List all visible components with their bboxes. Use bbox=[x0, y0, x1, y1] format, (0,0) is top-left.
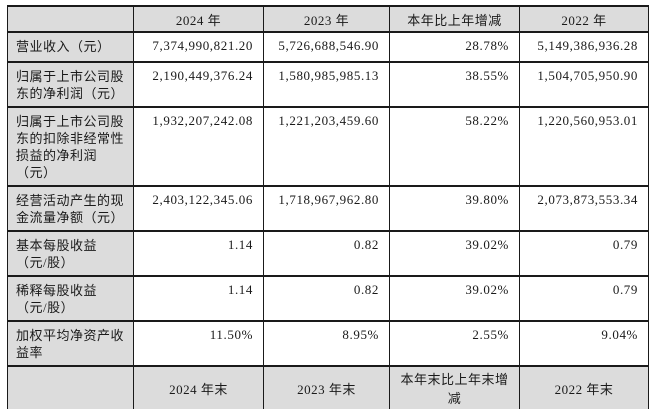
value-cell: 58.22% bbox=[389, 106, 520, 187]
value-cell: 2,190,449,376.24 bbox=[133, 61, 264, 108]
value-cell: 9.04% bbox=[519, 320, 649, 367]
table-row: 基本每股收益（元/股） 1.14 0.82 39.02% 0.79 bbox=[7, 230, 649, 277]
value-cell: 1.14 bbox=[133, 275, 264, 322]
value-cell: 2,403,122,345.06 bbox=[133, 185, 264, 232]
value-cell: 39.02% bbox=[389, 275, 520, 322]
header-row-section-2: 2024 年末 2023 年末 本年末比上年末增减 2022 年末 bbox=[7, 365, 649, 409]
financial-table-body: 2024 年 2023 年本年比上年增减 2022 年营业收入（元） 7,374,99… bbox=[7, 5, 649, 409]
value-cell: 1,220,560,953.01 bbox=[519, 106, 649, 187]
value-cell: 1,932,207,242.08 bbox=[133, 106, 264, 187]
column-header: 2023 年 bbox=[263, 5, 390, 33]
column-header: 2024 年末 bbox=[133, 365, 264, 409]
row-label: 归属于上市公司股东的扣除非经常性损益的净利润（元） bbox=[7, 106, 134, 187]
table-row: 营业收入（元） 7,374,990,821.20 5,726,688,546.90 2… bbox=[7, 31, 649, 63]
value-cell: 0.82 bbox=[263, 275, 390, 322]
value-cell: 1,580,985,985.13 bbox=[263, 61, 390, 108]
value-cell: 1,221,203,459.60 bbox=[263, 106, 390, 187]
column-header: 本年末比上年末增减 bbox=[389, 365, 520, 409]
row-label: 稀释每股收益（元/股） bbox=[7, 275, 134, 322]
column-header: 本年比上年增减 bbox=[389, 5, 520, 33]
table-row: 经营活动产生的现金流量净额（元） 2,403,122,345.06 1,718,96… bbox=[7, 185, 649, 232]
value-cell: 1.14 bbox=[133, 230, 264, 277]
value-cell: 2,073,873,553.34 bbox=[519, 185, 649, 232]
column-header: 2022 年 bbox=[519, 5, 649, 33]
value-cell: 0.79 bbox=[519, 230, 649, 277]
value-cell: 8.95% bbox=[263, 320, 390, 367]
column-header: 2024 年 bbox=[133, 5, 264, 33]
column-header: 2022 年末 bbox=[519, 365, 649, 409]
table-row: 稀释每股收益（元/股） 1.14 0.82 39.02% 0.79 bbox=[7, 275, 649, 322]
row-label: 加权平均净资产收益率 bbox=[7, 320, 134, 367]
value-cell: 38.55% bbox=[389, 61, 520, 108]
row-label: 营业收入（元） bbox=[7, 31, 134, 63]
column-header: 2023 年末 bbox=[263, 365, 390, 409]
table-row: 归属于上市公司股东的净利润（元） 2,190,449,376.24 1,580,98… bbox=[7, 61, 649, 108]
value-cell: 28.78% bbox=[389, 31, 520, 63]
value-cell: 5,726,688,546.90 bbox=[263, 31, 390, 63]
row-label: 经营活动产生的现金流量净额（元） bbox=[7, 185, 134, 232]
table-row: 加权平均净资产收益率 11.50% 8.95% 2.55% 9.04% bbox=[7, 320, 649, 367]
financial-summary-table: 2024 年 2023 年本年比上年增减 2022 年营业收入（元） 7,374,99… bbox=[7, 5, 649, 409]
table-row: 归属于上市公司股东的扣除非经常性损益的净利润（元） 1,932,207,242.0… bbox=[7, 106, 649, 187]
row-label: 基本每股收益（元/股） bbox=[7, 230, 134, 277]
value-cell: 11.50% bbox=[133, 320, 264, 367]
value-cell: 0.79 bbox=[519, 275, 649, 322]
value-cell: 0.82 bbox=[263, 230, 390, 277]
header-row-section-1: 2024 年 2023 年本年比上年增减 2022 年 bbox=[7, 5, 649, 33]
value-cell: 2.55% bbox=[389, 320, 520, 367]
value-cell: 5,149,386,936.28 bbox=[519, 31, 649, 63]
value-cell: 7,374,990,821.20 bbox=[133, 31, 264, 63]
value-cell: 39.02% bbox=[389, 230, 520, 277]
value-cell: 1,718,967,962.80 bbox=[263, 185, 390, 232]
value-cell: 1,504,705,950.90 bbox=[519, 61, 649, 108]
row-label: 归属于上市公司股东的净利润（元） bbox=[7, 61, 134, 108]
value-cell: 39.80% bbox=[389, 185, 520, 232]
header-blank-cell bbox=[7, 5, 134, 33]
header-blank-cell bbox=[7, 365, 134, 409]
